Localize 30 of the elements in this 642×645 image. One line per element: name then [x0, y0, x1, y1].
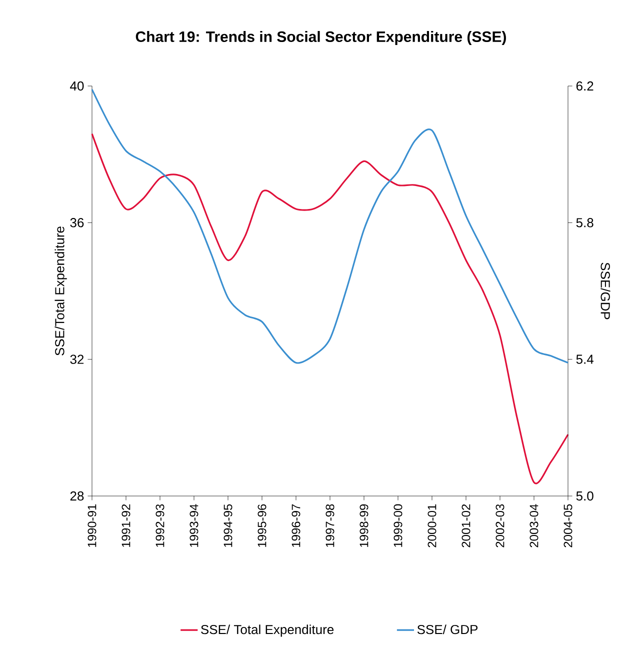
y-tick-label: 32 [70, 354, 84, 364]
x-tick-label: 1996-97 [292, 504, 300, 547]
x-tick-label: 2004-05 [564, 504, 572, 548]
x-tick-label: 2002-03 [496, 504, 504, 548]
x-tick-label: 2000-01 [428, 504, 436, 548]
x-tick-label: 1993-94 [190, 504, 198, 547]
x-tick-label: 1999-00 [394, 504, 402, 547]
x-tick-label: 1994-95 [224, 504, 232, 547]
x-tick-label: 2003-04 [530, 504, 538, 548]
legend-label: SSE/ GDP [417, 624, 478, 634]
x-tick-label: 2001-02 [462, 504, 470, 548]
y2-tick-label: 5.8 [576, 218, 594, 228]
x-tick-label: 1991-92 [122, 504, 130, 547]
y-tick-label: 28 [70, 491, 84, 501]
y-tick-label: 36 [70, 218, 84, 228]
y-axis-title: SSE/Total Expenditure [54, 226, 67, 356]
y2-tick-label: 5.4 [576, 354, 594, 364]
y2-tick-label: 5.0 [576, 491, 594, 501]
y2-tick-label: 6.2 [576, 81, 594, 91]
chart-title: Chart 19: Trends in Social Sector Expenditure (SSE) [136, 31, 506, 45]
x-tick-label: 1995-96 [258, 504, 266, 547]
x-tick-label: 1990-91 [88, 504, 96, 547]
legend-label: SSE/ Total Expenditure [201, 624, 334, 637]
x-tick-label: 1997-98 [326, 504, 334, 547]
x-tick-label: 1992-93 [156, 504, 164, 547]
line-series [91, 133, 569, 484]
line-series [91, 88, 569, 364]
y2-axis-title: SSE/GDP [600, 262, 610, 320]
x-tick-label: 1998-99 [360, 504, 368, 547]
y-tick-label: 40 [70, 81, 84, 91]
